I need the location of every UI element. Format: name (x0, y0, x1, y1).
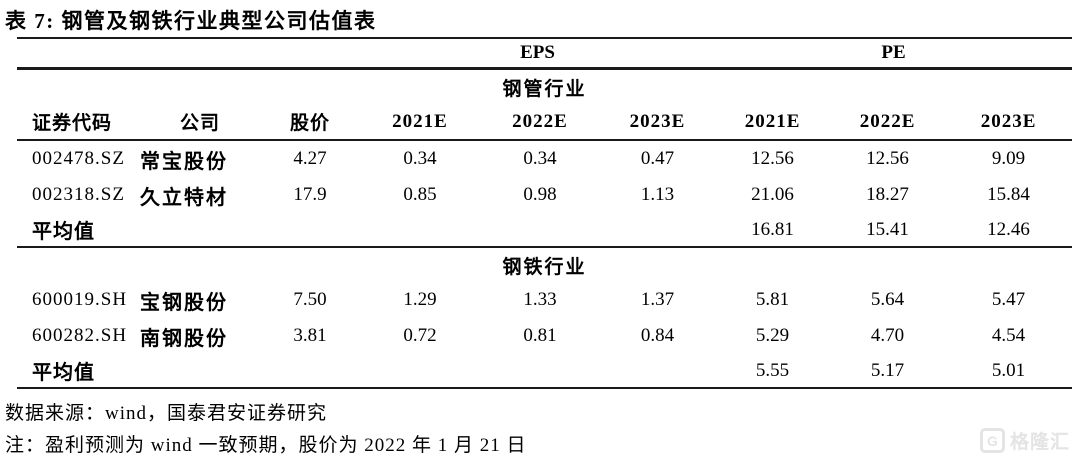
cell-pe-2022e: 18.27 (866, 184, 909, 205)
cell-code: 002318.SZ (32, 184, 125, 205)
cell-pe-2021e: 5.29 (755, 325, 790, 346)
group-header-eps: EPS (360, 37, 716, 70)
cell-eps-2023e: 1.13 (640, 184, 675, 205)
cell-price: 4.27 (293, 148, 327, 169)
cell-eps-2021e: 0.72 (403, 325, 437, 346)
cell-pe-2021e: 21.06 (751, 184, 794, 205)
cell-eps-2023e (600, 213, 716, 248)
cell-code: 600019.SH (32, 289, 128, 310)
cell-eps-2023e: 0.47 (640, 148, 675, 169)
cell-pe-2023e: 9.09 (991, 148, 1026, 169)
cell-pe-2021e: 16.81 (715, 213, 831, 248)
table-row: 002318.SZ 久立特材 17.9 0.85 0.98 1.13 21.06… (17, 177, 1072, 213)
cell-pe-2021e: 5.55 (715, 354, 831, 389)
cell-eps-2021e (360, 354, 480, 389)
cell-pe-2022e: 15.41 (830, 213, 946, 248)
section-header-steel-pipe: 钢管行业 (502, 78, 587, 100)
cell-price: 3.81 (293, 325, 327, 346)
valuation-table: EPS PE 钢管行业 证券代码 公司 股价 2021E 2022E 2023E… (17, 37, 1073, 389)
gelonghui-watermark: G 格隆汇 (979, 427, 1070, 454)
cell-pe-2021e: 12.56 (751, 148, 794, 169)
cell-eps-2022e: 1.33 (523, 289, 557, 310)
cell-eps-2022e: 0.98 (523, 184, 557, 205)
gelonghui-watermark-text: 格隆汇 (1009, 432, 1070, 453)
cell-eps-2023e (600, 354, 716, 389)
average-row: 平均值 16.81 15.41 12.46 (17, 213, 1073, 248)
average-row: 平均值 5.55 5.17 5.01 (17, 354, 1073, 389)
table-title: 表 7: 钢管及钢铁行业典型公司估值表 (5, 9, 377, 33)
section-header-steel: 钢铁行业 (502, 256, 587, 278)
col-header-pe-2022e: 2022E (830, 104, 946, 141)
cell-eps-2021e: 1.29 (403, 289, 437, 310)
cell-company (140, 213, 260, 248)
table-row: 600019.SH 宝钢股份 7.50 1.29 1.33 1.37 5.81 … (17, 282, 1072, 318)
group-header-spacer (17, 37, 360, 70)
cell-pe-2022e: 5.64 (870, 289, 905, 310)
cell-code: 600282.SH (32, 325, 128, 346)
cell-eps-2022e: 0.34 (523, 148, 557, 169)
col-header-company: 公司 (140, 104, 260, 141)
table-row: 600282.SH 南钢股份 3.81 0.72 0.81 0.84 5.29 … (17, 318, 1072, 354)
data-source-note: 数据来源：wind，国泰君安证券研究 (5, 403, 328, 424)
cell-code: 002478.SZ (32, 148, 125, 169)
cell-company: 宝钢股份 (140, 291, 228, 314)
section-header-row: 钢铁行业 (17, 247, 1072, 282)
column-header-row: 证券代码 公司 股价 2021E 2022E 2023E 2021E 2022E… (17, 104, 1073, 141)
gelonghui-logo-icon: G (979, 428, 1005, 453)
col-header-code: 证券代码 (17, 104, 140, 141)
col-header-price: 股价 (260, 104, 360, 141)
col-header-eps-2021e: 2021E (360, 104, 480, 141)
cell-eps-2021e: 0.85 (403, 184, 437, 205)
cell-pe-2023e: 5.01 (945, 354, 1073, 389)
cell-eps-2021e: 0.34 (403, 148, 437, 169)
cell-eps-2022e: 0.81 (523, 325, 557, 346)
cell-price (260, 213, 360, 248)
cell-pe-2023e: 5.47 (991, 289, 1026, 310)
cell-eps-2023e: 0.84 (640, 325, 675, 346)
cell-eps-2023e: 1.37 (640, 289, 675, 310)
cell-average-label: 平均值 (17, 213, 140, 248)
col-header-eps-2023e: 2023E (600, 104, 716, 141)
table-row: 002478.SZ 常宝股份 4.27 0.34 0.34 0.47 12.56… (17, 140, 1072, 177)
cell-pe-2022e: 5.17 (830, 354, 946, 389)
cell-eps-2022e (480, 354, 600, 389)
cell-company (140, 354, 260, 389)
cell-pe-2023e: 12.46 (945, 213, 1073, 248)
cell-pe-2023e: 4.54 (991, 325, 1026, 346)
cell-company: 常宝股份 (140, 150, 228, 173)
cell-price: 17.9 (293, 184, 327, 205)
footnote: 注：盈利预测为 wind 一致预期，股价为 2022 年 1 月 21 日 (5, 435, 527, 456)
section-header-row: 钢管行业 (17, 69, 1072, 105)
group-header-pe: PE (715, 37, 1073, 70)
cell-average-label: 平均值 (17, 354, 140, 389)
cell-pe-2021e: 5.81 (755, 289, 790, 310)
cell-eps-2022e (480, 213, 600, 248)
cell-eps-2021e (360, 213, 480, 248)
cell-company: 久立特材 (140, 186, 228, 209)
cell-price: 7.50 (293, 289, 327, 310)
group-header-row: EPS PE (17, 37, 1073, 70)
cell-company: 南钢股份 (140, 327, 228, 350)
cell-pe-2022e: 4.70 (870, 325, 905, 346)
col-header-eps-2022e: 2022E (480, 104, 600, 141)
cell-pe-2023e: 15.84 (987, 184, 1030, 205)
col-header-pe-2021e: 2021E (715, 104, 831, 141)
col-header-pe-2023e: 2023E (945, 104, 1073, 141)
cell-pe-2022e: 12.56 (866, 148, 909, 169)
cell-price (260, 354, 360, 389)
